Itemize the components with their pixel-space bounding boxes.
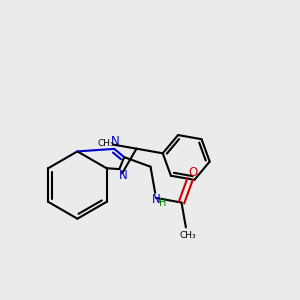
Text: O: O — [188, 166, 197, 179]
Text: CH₃: CH₃ — [179, 231, 196, 240]
Text: CH₃: CH₃ — [98, 139, 114, 148]
Text: N: N — [119, 169, 128, 182]
Text: H: H — [159, 198, 166, 208]
Text: N: N — [152, 193, 161, 206]
Text: N: N — [110, 134, 119, 148]
